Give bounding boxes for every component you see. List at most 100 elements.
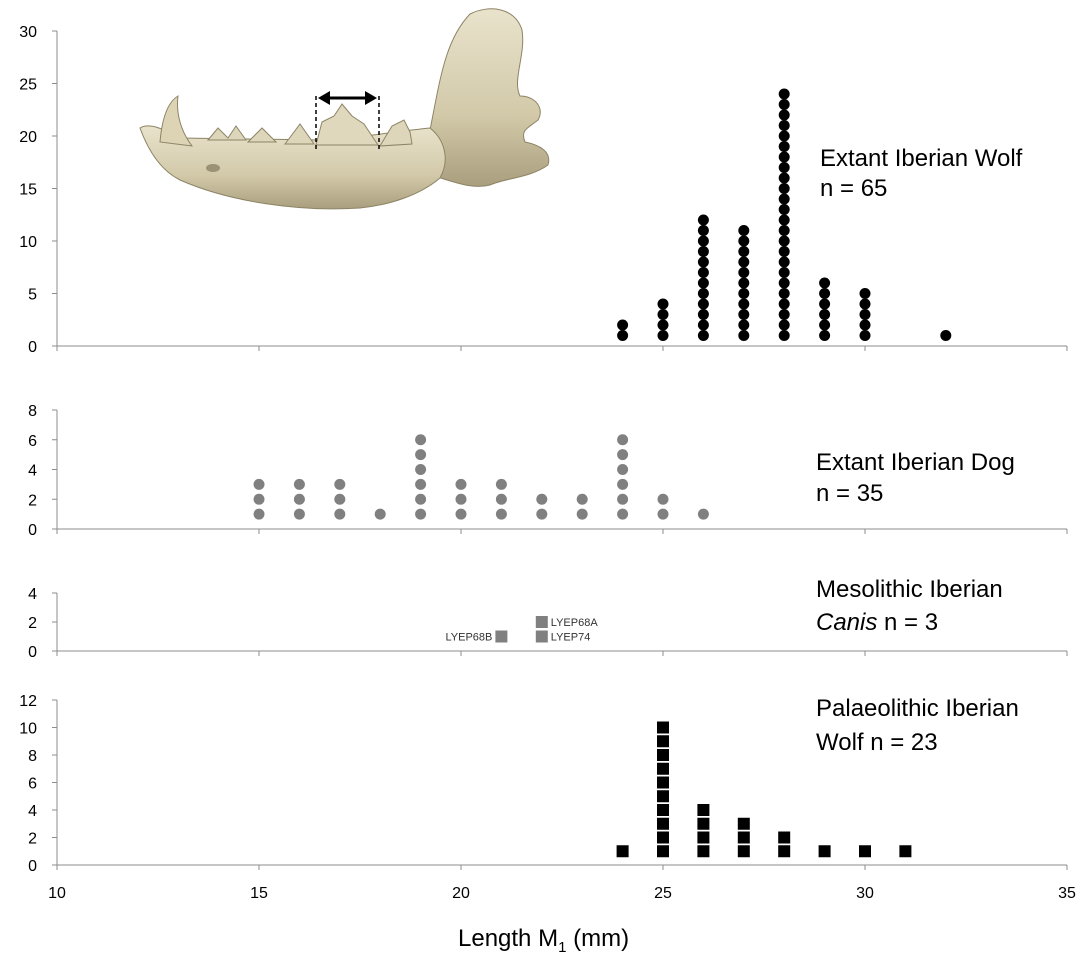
data-point <box>697 309 709 320</box>
data-point <box>617 508 629 520</box>
data-point <box>455 508 467 520</box>
data-point <box>737 845 750 858</box>
panel-subtitle-dog: n = 35 <box>816 480 883 507</box>
y-tick-label: 4 <box>28 463 37 480</box>
x-tick-label: 15 <box>250 885 268 902</box>
data-point <box>657 817 669 830</box>
data-point <box>778 162 790 173</box>
data-point <box>738 267 750 278</box>
data-point <box>778 151 790 163</box>
panel-title-mesolithic: Mesolithic Iberian <box>816 576 1003 603</box>
data-point <box>697 288 709 299</box>
panel-title-wolf: Extant Iberian Wolf <box>820 145 1023 172</box>
data-point <box>738 246 750 257</box>
y-tick-label: 2 <box>28 615 37 632</box>
data-point <box>697 298 709 310</box>
data-point <box>778 246 790 257</box>
data-point <box>657 776 669 789</box>
data-point <box>617 434 629 446</box>
data-point <box>778 172 790 184</box>
y-tick-label: 0 <box>28 858 37 875</box>
y-tick-label: 25 <box>19 77 37 94</box>
y-tick-label: 8 <box>28 748 37 765</box>
data-point <box>697 319 709 331</box>
y-tick-label: 2 <box>28 831 37 848</box>
data-point <box>738 256 750 268</box>
data-point <box>899 845 912 858</box>
data-point <box>778 214 790 226</box>
data-point <box>778 109 790 121</box>
data-point <box>535 616 548 628</box>
data-point <box>778 256 790 268</box>
data-point <box>778 120 790 131</box>
data-point <box>617 478 629 490</box>
data-point <box>818 845 831 858</box>
data-point <box>334 508 346 520</box>
x-axis-title-main: Length M <box>458 925 558 952</box>
data-point <box>819 288 831 299</box>
data-point <box>738 277 750 289</box>
y-tick-label: 20 <box>19 129 37 146</box>
data-point <box>778 831 791 844</box>
data-point <box>657 762 669 775</box>
data-point <box>697 845 710 858</box>
point-annotation: LYEP68B <box>446 632 493 644</box>
data-point <box>859 309 871 320</box>
data-point <box>778 277 790 289</box>
data-point <box>859 288 871 299</box>
data-point <box>657 330 669 341</box>
x-tick-label: 10 <box>48 885 66 902</box>
data-point <box>819 319 831 331</box>
data-point <box>455 478 467 490</box>
x-tick-label: 35 <box>1058 885 1076 902</box>
data-point <box>657 831 669 844</box>
data-point <box>697 246 709 257</box>
data-point <box>657 735 669 748</box>
data-point <box>778 267 790 278</box>
data-point <box>253 478 265 490</box>
data-point <box>859 845 871 858</box>
y-tick-label: 12 <box>19 693 37 710</box>
data-point <box>293 508 305 520</box>
y-tick-label: 5 <box>28 287 37 304</box>
y-tick-label: 4 <box>28 586 37 603</box>
mandible-illustration <box>139 8 550 210</box>
data-point <box>657 804 669 816</box>
data-point <box>697 817 710 830</box>
data-point <box>657 721 669 734</box>
data-point <box>778 130 790 142</box>
point-annotation: LYEP68A <box>551 617 599 629</box>
x-axis-title: Length M1 (mm) <box>458 925 629 956</box>
data-point <box>415 464 427 475</box>
data-point <box>415 434 427 446</box>
data-point <box>778 288 790 299</box>
data-point <box>334 478 346 490</box>
data-point <box>495 508 507 520</box>
y-tick-label: 6 <box>28 776 37 793</box>
data-point <box>940 330 952 341</box>
y-tick-label: 0 <box>28 644 37 661</box>
title-italic-canis: Canis <box>816 609 877 636</box>
title-n-mesolithic: n = 3 <box>877 609 938 636</box>
data-point <box>415 508 427 520</box>
data-point <box>778 235 790 247</box>
data-point <box>738 330 750 341</box>
y-tick-label: 0 <box>28 522 37 539</box>
data-point <box>697 214 709 226</box>
data-point <box>778 99 790 110</box>
data-point <box>697 277 709 289</box>
data-point <box>738 319 750 331</box>
data-point <box>778 319 790 331</box>
data-point <box>778 225 790 236</box>
data-point <box>738 309 750 320</box>
data-point <box>778 330 790 341</box>
y-tick-label: 15 <box>19 182 37 199</box>
data-point <box>778 309 790 320</box>
data-point <box>657 319 669 331</box>
panel-subtitle-mesolithic: Canis n = 3 <box>816 609 938 636</box>
data-point <box>738 288 750 299</box>
panel-subtitle-palaeolithic: Wolf n = 23 <box>816 729 938 756</box>
x-axis-title-subscript: 1 <box>558 939 566 956</box>
data-point <box>657 298 669 310</box>
